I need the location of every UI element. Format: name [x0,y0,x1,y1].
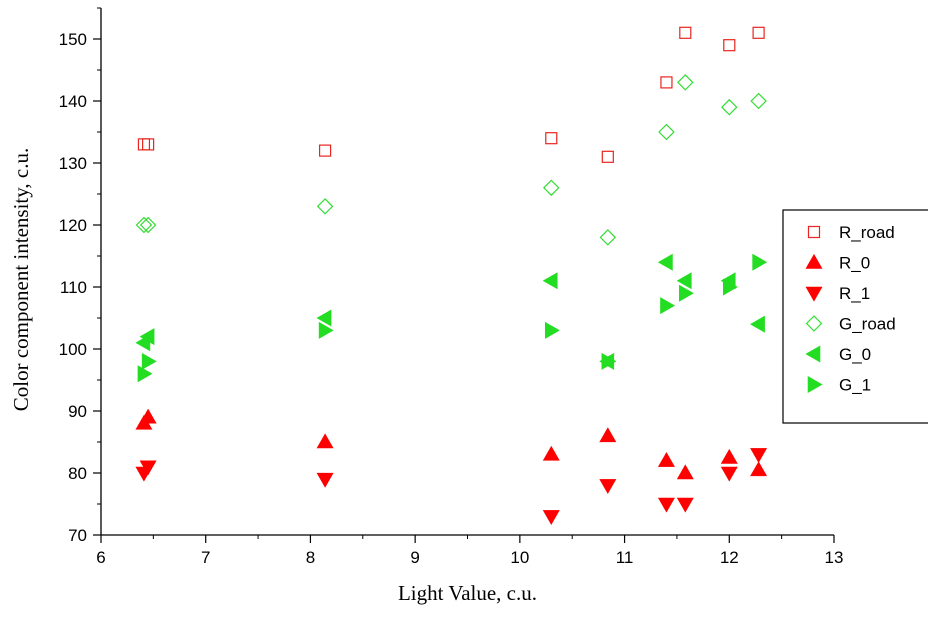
data-point [141,352,157,370]
legend-item: R_road [807,223,895,242]
legend-item: R_1 [805,284,870,303]
data-point [599,427,617,443]
data-point [316,433,334,449]
data-point [720,466,738,482]
data-point [679,284,694,302]
legend-item: G_road [805,315,896,334]
legend-marker [807,225,821,239]
legend-marker [807,376,823,393]
data-point [542,272,558,290]
data-point [676,497,694,513]
data-point [542,510,560,525]
data-point [139,408,157,424]
x-tick-label: 13 [825,548,844,567]
data-point [677,74,694,91]
data-point [139,328,155,346]
data-point [139,216,157,234]
data-point [599,479,617,494]
y-tick-label: 110 [60,278,87,297]
series-g-road [135,74,767,246]
data-point [545,132,558,145]
legend-marker [805,286,823,302]
data-point [750,461,768,477]
data-point [657,497,675,513]
y-tick-label: 80 [68,464,87,483]
x-tick-label: 11 [616,548,634,567]
x-tick-label: 12 [720,548,739,567]
legend-item: G_0 [805,345,871,364]
legend-item: R_0 [805,253,870,273]
series-r-road [137,26,765,163]
legend-box [782,209,928,424]
legend-label: R_0 [839,254,870,273]
series-g-0 [135,253,765,370]
x-tick-label: 10 [510,548,529,567]
data-point [135,216,153,234]
data-point [750,448,768,463]
y-tick-label: 90 [68,402,87,421]
y-axis-title: Color component intensity, c.u. [9,148,33,411]
data-points [135,26,768,525]
data-point [676,272,692,290]
data-point [142,138,155,151]
data-point [599,229,617,246]
axes: 6 7 8 9 10 11 12 13 70 80 90 100 110 120 130 140 150 [59,7,844,567]
series-r-0 [135,408,768,480]
legend-label: G_road [839,315,896,334]
data-point [657,253,673,271]
x-tick-label: 6 [96,548,105,567]
x-axis-title: Light Value, c.u. [398,581,537,605]
data-point [660,76,673,89]
data-point [679,26,692,39]
legend-marker [805,253,823,269]
y-tick-label: 150 [59,30,87,49]
data-point [601,150,614,163]
legend-item: G_1 [807,376,871,395]
data-point [318,144,332,157]
x-tick-label: 7 [201,548,210,567]
data-point [660,297,676,315]
data-point [139,460,157,476]
legend-label: G_0 [839,345,871,364]
x-tick-label: 8 [306,548,315,567]
data-point [752,253,768,271]
legend-label: G_1 [839,376,871,395]
y-tick-label: 100 [59,340,87,359]
data-point [657,452,675,467]
y-tick-label: 130 [59,154,87,173]
legend-label: R_road [839,223,895,242]
data-point [318,321,334,339]
legend-label: R_1 [839,284,870,303]
data-point [544,321,560,339]
data-point [723,39,736,52]
data-point [720,448,738,464]
data-point [752,26,765,39]
y-tick-label: 120 [59,216,87,235]
data-point [750,92,767,110]
legend-marker [805,345,821,363]
data-point [721,98,738,116]
data-point [542,179,560,197]
data-point [316,309,332,327]
series-g-1 [137,253,768,383]
legend: R_road R_0 R_1 G_road G_0 G_1 [782,209,928,424]
data-point [137,365,153,383]
data-point [542,445,560,461]
series-r-1 [135,448,768,525]
data-point [316,472,334,488]
data-point [750,315,765,333]
data-point [676,464,694,480]
legend-marker [805,315,823,332]
data-point [316,198,334,215]
data-point [137,138,151,151]
data-point [601,352,617,370]
data-point [723,278,738,296]
y-tick-label: 140 [59,92,87,111]
data-point [658,123,675,141]
x-tick-label: 9 [410,548,419,567]
y-tick-label: 70 [68,526,87,545]
